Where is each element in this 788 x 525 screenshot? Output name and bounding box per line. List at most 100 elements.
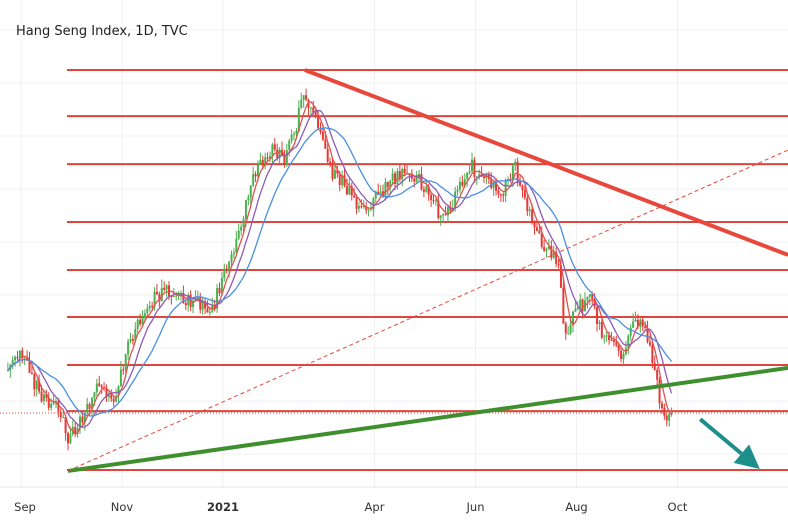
candle <box>35 380 38 390</box>
trendline-support <box>67 365 788 473</box>
candle <box>557 263 560 266</box>
candle <box>523 190 526 198</box>
candle <box>350 186 353 196</box>
candle <box>598 322 601 325</box>
grid <box>0 0 788 487</box>
candle <box>18 350 21 359</box>
candle <box>11 360 14 365</box>
candle <box>235 238 238 253</box>
candle <box>119 369 122 387</box>
candle <box>504 180 507 196</box>
candle <box>288 140 291 151</box>
candle <box>309 107 312 109</box>
horizontal-levels <box>0 69 788 471</box>
candle <box>401 168 404 180</box>
candle <box>357 206 360 209</box>
moving-average-line <box>7 101 673 435</box>
candle <box>28 359 31 373</box>
candle <box>261 159 264 166</box>
candle <box>333 169 336 179</box>
candle <box>535 227 538 232</box>
candle <box>14 357 17 361</box>
forecast-arrow-head-icon <box>733 444 760 470</box>
candle <box>91 397 94 409</box>
candle <box>538 231 541 234</box>
candle <box>124 354 127 370</box>
candle <box>386 181 389 188</box>
candle <box>297 107 300 132</box>
candle <box>569 324 572 334</box>
candle <box>293 133 296 135</box>
candle <box>290 134 293 141</box>
candle <box>47 397 50 408</box>
candle <box>319 128 322 132</box>
candle <box>331 163 334 179</box>
candle <box>129 339 132 342</box>
candle <box>23 357 26 359</box>
candle <box>79 416 82 429</box>
candle <box>540 233 543 248</box>
candle <box>567 333 570 335</box>
moving-average-line <box>7 127 673 417</box>
candle <box>341 175 344 186</box>
candle <box>389 180 392 188</box>
candle <box>273 144 276 150</box>
x-tick-label: Aug <box>565 500 587 514</box>
candle <box>317 116 320 129</box>
candle <box>88 404 91 409</box>
candle <box>151 305 154 307</box>
candle <box>107 394 110 398</box>
candle <box>167 285 170 297</box>
candle <box>336 169 339 174</box>
candle <box>403 168 406 174</box>
candle <box>30 372 33 375</box>
candle <box>33 374 36 390</box>
candle <box>131 339 134 341</box>
candle <box>507 178 510 181</box>
candle <box>100 385 103 388</box>
candle <box>348 186 351 195</box>
candle <box>314 112 317 117</box>
candle <box>396 171 399 184</box>
candle <box>26 357 29 360</box>
candle <box>374 191 377 199</box>
candle <box>62 416 65 418</box>
candle <box>600 322 603 338</box>
candle <box>196 297 199 299</box>
candle <box>552 252 555 258</box>
candle <box>519 181 522 186</box>
candle <box>83 412 86 423</box>
candle <box>605 335 608 337</box>
candle <box>307 99 310 108</box>
candle <box>588 294 591 297</box>
candle <box>175 295 178 297</box>
moving-averages <box>7 101 673 435</box>
candle <box>432 199 435 201</box>
candle <box>646 327 649 343</box>
candle <box>143 313 146 319</box>
candle <box>155 291 158 295</box>
candle <box>254 173 257 177</box>
candle <box>50 404 53 408</box>
candle <box>559 265 562 288</box>
candle <box>110 394 113 399</box>
candle <box>153 291 156 307</box>
candle <box>555 252 558 264</box>
candle <box>240 226 243 231</box>
candle <box>615 342 618 346</box>
candle <box>146 308 149 314</box>
candle <box>632 321 635 328</box>
candle <box>665 415 668 421</box>
candle <box>384 181 387 197</box>
candle <box>608 335 611 340</box>
candle <box>470 159 473 172</box>
candle <box>591 294 594 300</box>
candle <box>629 327 632 336</box>
candle <box>343 175 346 187</box>
candle <box>54 400 57 403</box>
candle <box>439 215 442 218</box>
candle <box>345 186 348 195</box>
candle <box>430 194 433 200</box>
candle <box>466 172 469 180</box>
